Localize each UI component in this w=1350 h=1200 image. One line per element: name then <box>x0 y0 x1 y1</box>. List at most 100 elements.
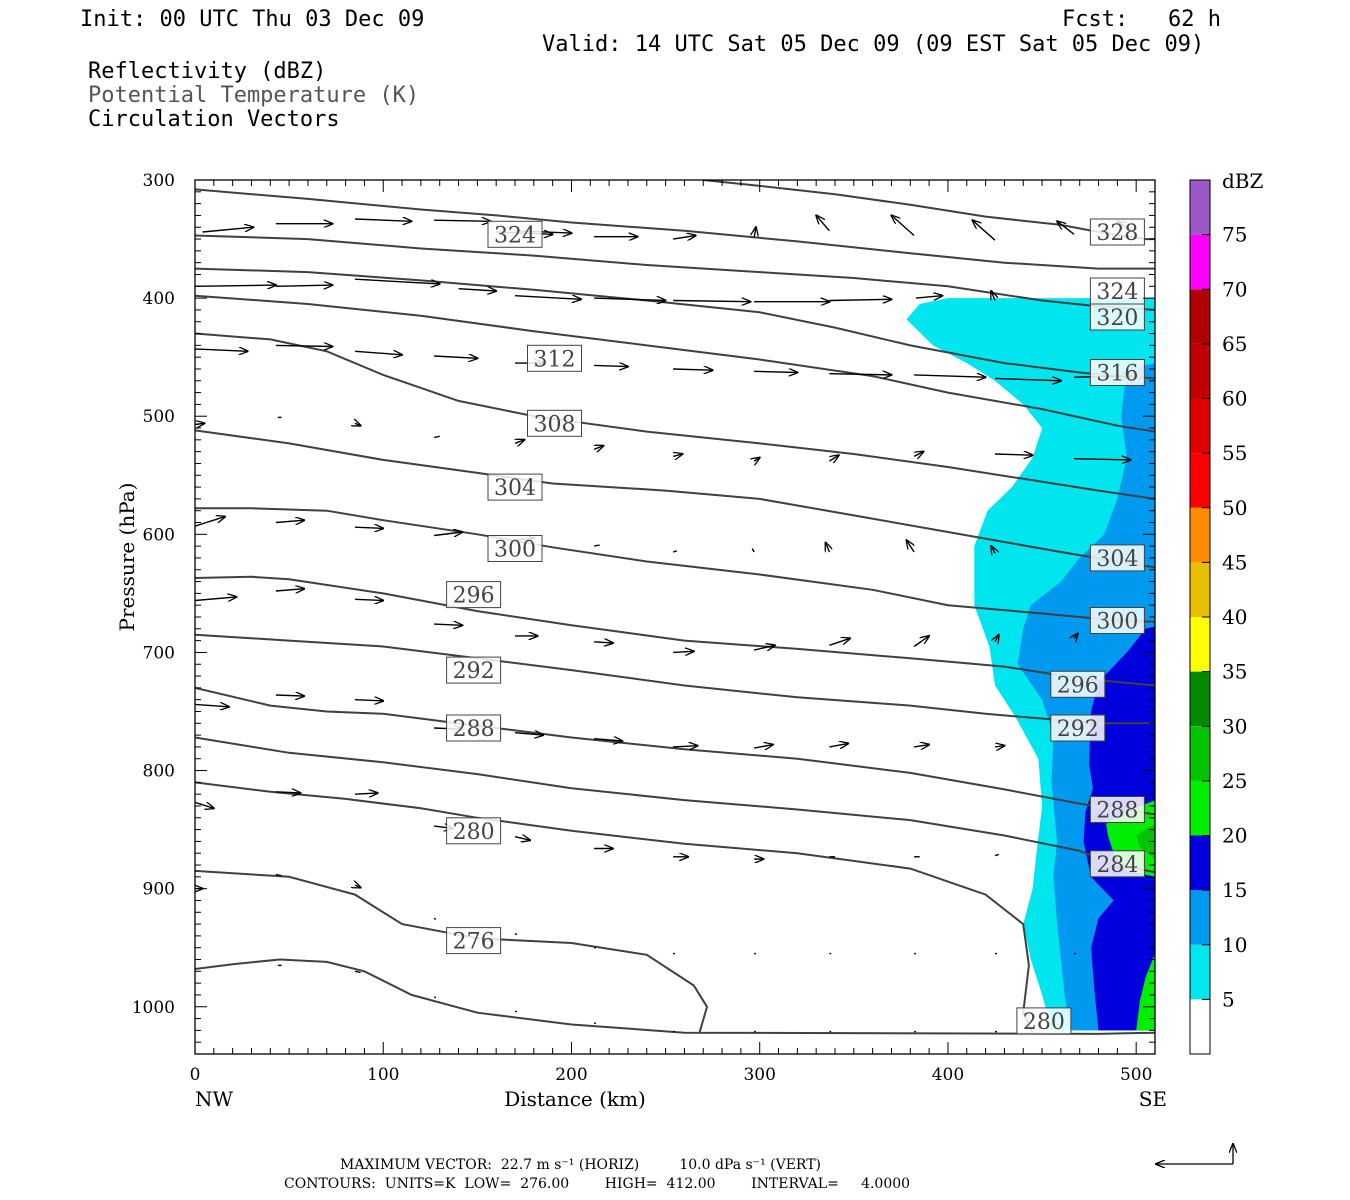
contour-label-box <box>487 535 543 562</box>
contour-label: 320 <box>1096 306 1138 331</box>
circulation-vector <box>434 532 462 536</box>
max-vector-note: MAXIMUM VECTOR: 22.7 m s⁻¹ (HORIZ) 10.0 … <box>340 1157 822 1173</box>
circulation-vector <box>275 345 333 346</box>
circulation-vector <box>816 215 830 232</box>
contour-labels: 276 280 280 284 288 288 292 292 296 296 300 300 304 3… <box>446 218 1145 1035</box>
contour-label: 324 <box>1096 280 1138 305</box>
contour-label-box <box>446 656 502 684</box>
circulation-vector <box>594 298 666 300</box>
circulation-vector <box>275 520 304 522</box>
field-reflectivity: Reflectivity (dBZ) <box>88 59 327 84</box>
x-axis-label: Distance (km) <box>504 1087 646 1111</box>
theta-contour-324 <box>195 188 1155 270</box>
colorbar-bin <box>1190 671 1210 727</box>
circulation-vector <box>514 733 543 735</box>
circulation-vector <box>594 365 628 366</box>
colorbar-bin <box>1190 726 1210 781</box>
circulation-vector <box>994 853 1000 857</box>
colorbar-bin <box>1190 999 1210 1054</box>
colorbar-tick-label: 45 <box>1222 550 1247 574</box>
circulation-vector <box>913 636 929 648</box>
contour-label: 308 <box>534 412 576 437</box>
colorbar-bin <box>1190 835 1210 891</box>
y-tick-label: 300 <box>143 171 175 191</box>
colorbar-bin <box>1190 234 1210 290</box>
contour-label: 296 <box>1057 673 1099 698</box>
colorbar: 5 10 15 20 25 30 35 40 45 50 55 60 65 70 75 dBZ <box>1189 169 1264 1055</box>
contour-label-box <box>446 927 502 955</box>
contour-label-box <box>446 714 502 742</box>
colorbar-bin <box>1190 453 1210 508</box>
colorbar-tick-label: 20 <box>1222 824 1247 848</box>
circulation-vector <box>673 369 713 370</box>
contour-label: 296 <box>453 584 495 609</box>
y-tick-label: 600 <box>143 525 175 545</box>
circulation-vector <box>593 544 600 547</box>
x-tick-label: 100 <box>367 1065 399 1085</box>
field-theta: Potential Temperature (K) <box>88 83 420 108</box>
theta-contour-284 <box>195 736 1155 874</box>
colorbar-tick-label: 10 <box>1222 933 1247 957</box>
circulation-vector <box>994 454 1033 455</box>
contour-label: 280 <box>1023 1010 1065 1035</box>
circulation-vector <box>994 746 1004 747</box>
x-tick-label: 200 <box>555 1065 587 1085</box>
contour-label: 316 <box>1096 362 1138 387</box>
circulation-vector <box>913 745 929 747</box>
contour-label-box <box>1089 850 1145 878</box>
circulation-vector <box>433 435 440 439</box>
circulation-vector <box>515 440 524 444</box>
y-tick-label: 500 <box>143 407 175 427</box>
contour-label-box <box>1089 359 1145 386</box>
circulation-vector <box>673 746 698 747</box>
contour-label-box <box>487 473 543 501</box>
circulation-vector <box>915 296 942 298</box>
circulation-vector <box>826 543 830 552</box>
circulation-vector <box>458 289 497 291</box>
circulation-vector <box>433 917 437 920</box>
circulation-vector <box>195 801 214 808</box>
theta-contour-304 <box>195 429 1155 569</box>
contour-label: 288 <box>1096 799 1138 824</box>
colorbar-tick-label: 60 <box>1222 387 1247 411</box>
x-end-label-right: SE <box>1139 1087 1167 1111</box>
circulation-vector <box>354 599 383 600</box>
contour-label: 304 <box>494 476 536 501</box>
contour-label-box <box>1089 277 1145 305</box>
theta-contour-292 <box>195 633 1155 725</box>
circulation-vector <box>991 546 995 553</box>
contour-label: 292 <box>453 659 495 684</box>
circulation-vector <box>434 356 477 358</box>
circulation-vector <box>972 220 996 241</box>
contour-label: 312 <box>534 347 576 372</box>
colorbar-bin <box>1190 617 1210 672</box>
colorbar-tick-label: 30 <box>1222 714 1247 738</box>
contour-label-box <box>1089 544 1145 572</box>
theta-contours <box>195 180 1155 1035</box>
colorbar-bin <box>1190 507 1210 563</box>
circulation-vector <box>829 374 891 375</box>
axes: 0 100 200 300 400 500 300 400 500 600 700 800 900 100… <box>115 171 1167 1111</box>
circulation-vector <box>907 540 915 553</box>
colorbar-tick-label: 55 <box>1222 441 1247 465</box>
contour-label-box <box>1089 607 1145 634</box>
circulation-vector <box>275 873 282 877</box>
circulation-vector <box>354 219 412 221</box>
theta-contour-328 <box>703 180 1155 241</box>
contour-label: 292 <box>1057 717 1099 742</box>
x-tick-label: 0 <box>190 1065 201 1085</box>
circulation-vector <box>195 349 248 351</box>
circulation-vector <box>434 220 490 221</box>
circulation-vector <box>672 550 678 553</box>
contour-label: 328 <box>1096 221 1138 246</box>
circulation-vector <box>594 642 613 643</box>
contour-label-box <box>1050 714 1106 742</box>
colorbar-tick-label: 40 <box>1222 605 1247 629</box>
contour-label: 324 <box>494 223 536 248</box>
colorbar-tick-label: 25 <box>1222 769 1247 793</box>
contour-label: 288 <box>453 717 495 742</box>
circulation-vector <box>354 970 361 974</box>
colorbar-tick-label: 50 <box>1222 496 1247 520</box>
contour-label: 276 <box>453 930 495 955</box>
